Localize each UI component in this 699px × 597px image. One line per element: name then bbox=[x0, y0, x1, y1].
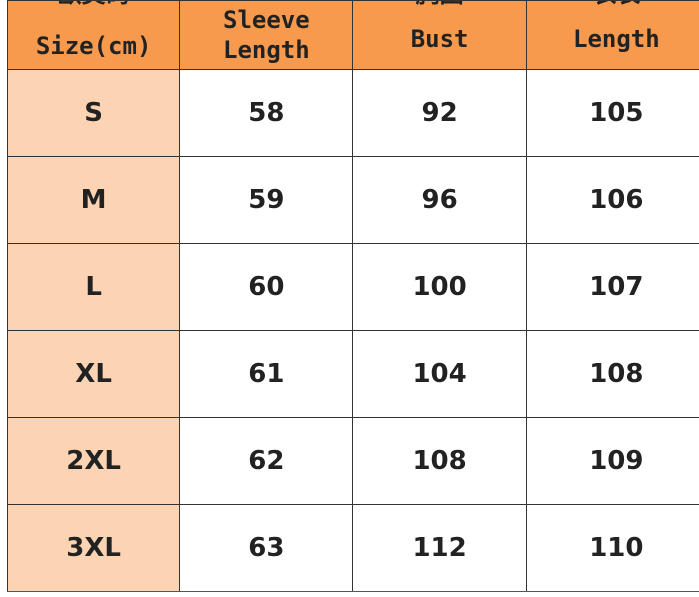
cell-size: 3XL bbox=[6, 504, 181, 592]
cell-bust: 92 bbox=[352, 69, 527, 157]
size-chart-table: 欧美码 Size(cm) Sleeve Length 胸围 Bust 衣长 Le… bbox=[6, 0, 699, 592]
header-size-en: Size(cm) bbox=[35, 32, 152, 60]
header-sleeve-length: Sleeve Length bbox=[179, 0, 354, 70]
cell-size: M bbox=[6, 156, 181, 244]
cell-sleeve-length: 58 bbox=[179, 69, 354, 157]
header-size-cn: 欧美码 bbox=[9, 2, 179, 10]
cell-bust: 100 bbox=[352, 243, 527, 331]
cell-length: 108 bbox=[525, 330, 699, 418]
cell-bust: 112 bbox=[352, 504, 527, 592]
header-row: 欧美码 Size(cm) Sleeve Length 胸围 Bust 衣长 Le… bbox=[6, 0, 699, 70]
header-size: 欧美码 Size(cm) bbox=[6, 0, 181, 70]
header-sleeve-line2: Length bbox=[223, 36, 310, 64]
header-length-cn: 衣长 bbox=[527, 2, 699, 10]
table-row: M 59 96 106 bbox=[6, 156, 699, 244]
cell-sleeve-length: 60 bbox=[179, 243, 354, 331]
header-sleeve-line1: Sleeve bbox=[223, 6, 310, 34]
table-row: XL 61 104 108 bbox=[6, 330, 699, 418]
cell-length: 110 bbox=[525, 504, 699, 592]
cell-sleeve-length: 59 bbox=[179, 156, 354, 244]
header-bust-cn: 胸围 bbox=[354, 2, 525, 10]
cell-size: 2XL bbox=[6, 417, 181, 505]
cell-length: 105 bbox=[525, 69, 699, 157]
header-bust: 胸围 Bust bbox=[352, 0, 527, 70]
cell-size: L bbox=[6, 243, 181, 331]
table-row: L 60 100 107 bbox=[6, 243, 699, 331]
cell-length: 107 bbox=[525, 243, 699, 331]
table-row: S 58 92 105 bbox=[6, 69, 699, 157]
header-bust-en: Bust bbox=[410, 25, 469, 53]
cell-sleeve-length: 61 bbox=[179, 330, 354, 418]
cell-size: S bbox=[6, 69, 181, 157]
cell-size: XL bbox=[6, 330, 181, 418]
table-row: 2XL 62 108 109 bbox=[6, 417, 699, 505]
header-length: 衣长 Length bbox=[525, 0, 699, 70]
table-row: 3XL 63 112 110 bbox=[6, 504, 699, 592]
cell-length: 109 bbox=[525, 417, 699, 505]
cell-sleeve-length: 63 bbox=[179, 504, 354, 592]
cell-length: 106 bbox=[525, 156, 699, 244]
cell-bust: 104 bbox=[352, 330, 527, 418]
cell-bust: 96 bbox=[352, 156, 527, 244]
cell-sleeve-length: 62 bbox=[179, 417, 354, 505]
header-length-en: Length bbox=[573, 25, 660, 53]
cell-bust: 108 bbox=[352, 417, 527, 505]
